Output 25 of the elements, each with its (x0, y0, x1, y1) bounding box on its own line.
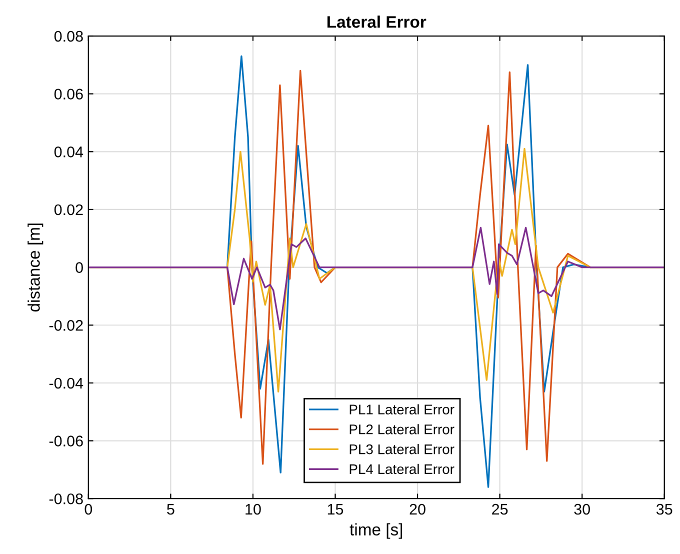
legend-label: PL4 Lateral Error (350, 464, 454, 474)
chart-title: Lateral Error (327, 16, 426, 28)
y-tick-label: -0.04 (49, 378, 84, 389)
x-tick-label: 35 (656, 504, 672, 515)
x-tick-label: 25 (492, 504, 508, 515)
x-tick-label: 5 (167, 504, 174, 515)
legend-label: PL2 Lateral Error (350, 424, 454, 434)
y-tick-label: -0.06 (49, 436, 83, 446)
y-tick-label: -0.08 (49, 493, 83, 504)
y-tick-label: 0 (76, 262, 83, 273)
x-tick-label: 15 (328, 504, 344, 515)
y-axis-title: distance [m] (28, 224, 44, 312)
x-axis-title: time [s] (350, 523, 402, 539)
x-tick-label: 20 (410, 504, 426, 515)
y-tick-label: 0.08 (54, 30, 83, 42)
x-tick-label: 0 (84, 504, 92, 515)
legend-label: PL3 Lateral Error (350, 444, 454, 454)
y-tick-label: 0.02 (54, 204, 83, 216)
line-series (88, 226, 664, 330)
x-tick-label: 10 (246, 504, 261, 515)
y-tick-label: 0.06 (54, 88, 83, 100)
y-tick-label: -0.02 (49, 320, 83, 331)
y-tick-label: 0.04 (54, 146, 84, 158)
legend-label: PL1 Lateral Error (350, 404, 454, 414)
x-tick-label: 30 (574, 504, 590, 515)
